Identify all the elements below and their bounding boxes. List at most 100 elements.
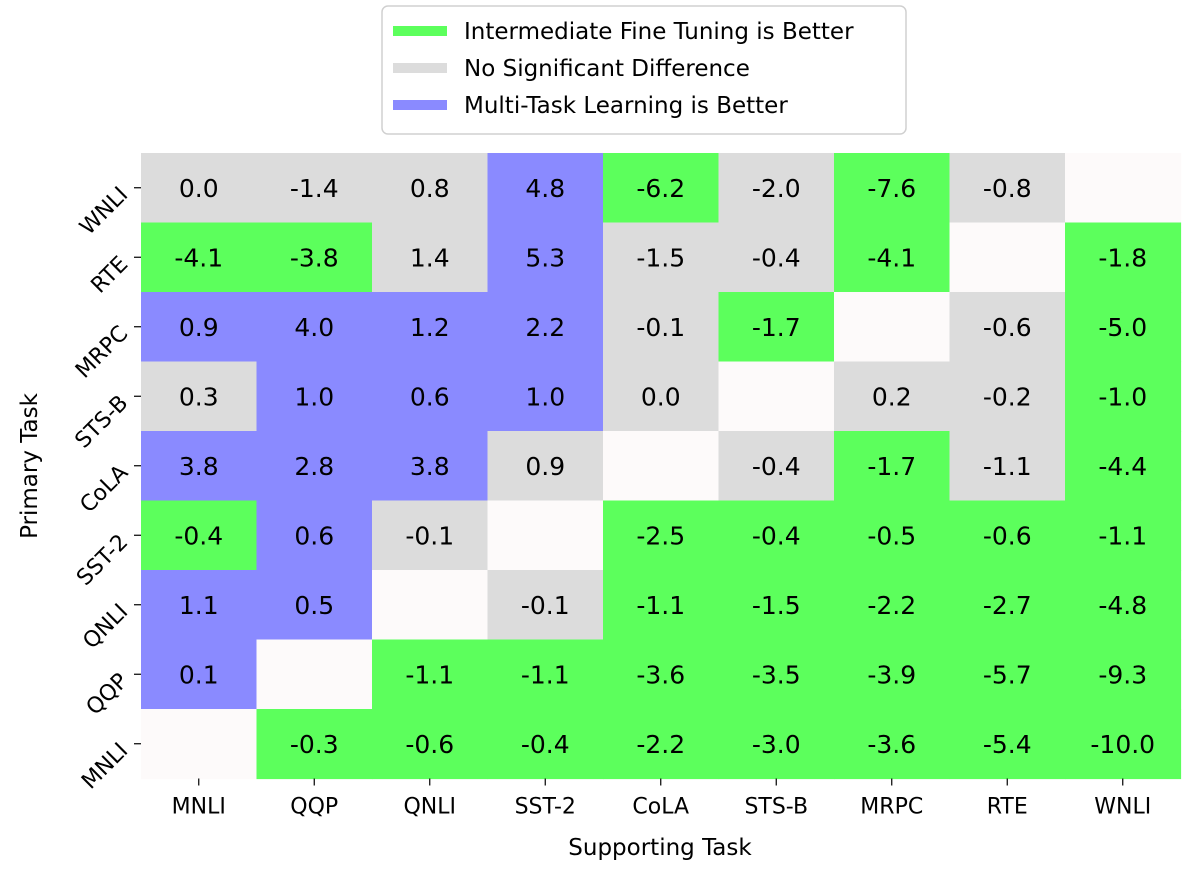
cell-value-label: 0.8 bbox=[410, 174, 450, 203]
cell-value-label: -0.4 bbox=[752, 452, 801, 481]
cell-value-label: 0.9 bbox=[179, 313, 219, 342]
cell-value-label: -0.6 bbox=[405, 730, 454, 759]
cell-value-label: 1.1 bbox=[179, 591, 219, 620]
y-tick-label: QQP bbox=[82, 669, 134, 721]
x-tick-label: STS-B bbox=[744, 795, 808, 820]
heatmap-cell bbox=[141, 292, 258, 363]
cell-value-label: -1.1 bbox=[636, 591, 685, 620]
heatmap-cell bbox=[718, 292, 835, 363]
heatmap-cell bbox=[1065, 500, 1182, 571]
heatmap-cell bbox=[949, 292, 1066, 363]
cell-value-label: -1.7 bbox=[867, 452, 916, 481]
cell-value-label: -0.4 bbox=[174, 521, 223, 550]
cell-value-label: -1.5 bbox=[636, 243, 685, 272]
cell-value-label: -2.7 bbox=[983, 591, 1032, 620]
heatmap-cell bbox=[141, 361, 258, 432]
cell-value-label: 0.3 bbox=[179, 382, 219, 411]
y-tick-label: MRPC bbox=[71, 321, 133, 383]
heatmap-cell bbox=[603, 222, 720, 293]
heatmap-cell bbox=[834, 222, 951, 293]
cell-value-label: -0.4 bbox=[752, 243, 801, 272]
cell-value-label: -0.4 bbox=[521, 730, 570, 759]
x-tick-label: SST-2 bbox=[515, 795, 576, 820]
heatmap-cell bbox=[949, 222, 1066, 293]
cell-value-label: 0.5 bbox=[294, 591, 334, 620]
heatmap-cell bbox=[141, 431, 258, 502]
heatmap-cell bbox=[256, 361, 373, 432]
cell-value-label: -5.4 bbox=[983, 730, 1032, 759]
heatmap-cell bbox=[372, 222, 489, 293]
heatmap-cell bbox=[718, 153, 835, 224]
heatmap-cell bbox=[718, 361, 835, 432]
x-tick-label: MRPC bbox=[860, 795, 923, 820]
heatmap-cell bbox=[372, 361, 489, 432]
cell-value-label: -5.0 bbox=[1098, 313, 1147, 342]
heatmap-cell bbox=[1065, 361, 1182, 432]
cell-value-label: -0.1 bbox=[636, 313, 685, 342]
y-tick-label: STS-B bbox=[71, 391, 134, 454]
heatmap-cell bbox=[1065, 639, 1182, 710]
cell-value-label: -1.5 bbox=[752, 591, 801, 620]
heatmap-cell bbox=[1065, 431, 1182, 502]
heatmap-cell bbox=[372, 570, 489, 641]
heatmap-cell bbox=[256, 639, 373, 710]
heatmap-cell bbox=[718, 222, 835, 293]
cell-value-label: -0.1 bbox=[405, 521, 454, 550]
heatmap-cell bbox=[256, 500, 373, 571]
cell-value-label: 3.8 bbox=[410, 452, 450, 481]
cell-value-label: -0.5 bbox=[867, 521, 916, 550]
heatmap-cell bbox=[603, 431, 720, 502]
cell-value-label: 1.0 bbox=[294, 382, 334, 411]
heatmap-cell bbox=[487, 431, 604, 502]
cell-value-label: -2.0 bbox=[752, 174, 801, 203]
heatmap-cell bbox=[603, 292, 720, 363]
cell-value-label: -3.8 bbox=[290, 243, 339, 272]
heatmap-cell bbox=[487, 570, 604, 641]
legend-label: Intermediate Fine Tuning is Better bbox=[464, 19, 854, 45]
cell-value-label: 1.0 bbox=[525, 382, 565, 411]
heatmap-cell bbox=[256, 292, 373, 363]
heatmap-cell bbox=[603, 570, 720, 641]
cell-value-label: 4.8 bbox=[525, 174, 565, 203]
cell-value-label: -10.0 bbox=[1090, 730, 1155, 759]
cell-value-label: -1.4 bbox=[290, 174, 339, 203]
heatmap-cell bbox=[603, 500, 720, 571]
y-tick-label: MNLI bbox=[77, 738, 133, 794]
heatmap-cell bbox=[256, 431, 373, 502]
cell-value-label: -1.0 bbox=[1098, 382, 1147, 411]
heatmap-cell bbox=[372, 709, 489, 780]
x-tick-label: QQP bbox=[290, 795, 338, 820]
cell-value-label: -0.2 bbox=[983, 382, 1032, 411]
cell-value-label: -3.0 bbox=[752, 730, 801, 759]
heatmap-cell bbox=[141, 500, 258, 571]
cell-value-label: 3.8 bbox=[179, 452, 219, 481]
cell-value-label: -1.1 bbox=[1098, 521, 1147, 550]
cell-value-label: -9.3 bbox=[1098, 660, 1147, 689]
heatmap-cell bbox=[487, 709, 604, 780]
heatmap-cell bbox=[1065, 292, 1182, 363]
cell-value-label: -5.7 bbox=[983, 660, 1032, 689]
cell-value-label: 1.2 bbox=[410, 313, 450, 342]
heatmap-cell bbox=[949, 500, 1066, 571]
heatmap-cell bbox=[372, 500, 489, 571]
heatmap-cell bbox=[256, 153, 373, 224]
heatmap-cell bbox=[487, 153, 604, 224]
heatmap-cell bbox=[834, 292, 951, 363]
x-tick-label: MNLI bbox=[172, 795, 226, 820]
heatmap-cell bbox=[949, 709, 1066, 780]
heatmap-cell bbox=[718, 639, 835, 710]
cell-value-label: 0.6 bbox=[410, 382, 450, 411]
heatmap-cell bbox=[372, 292, 489, 363]
x-axis-title: Supporting Task bbox=[568, 835, 752, 861]
cell-value-label: 1.4 bbox=[410, 243, 450, 272]
heatmap-cell bbox=[1065, 153, 1182, 224]
y-tick-label: RTE bbox=[87, 252, 134, 299]
heatmap-cells: 0.0 -1.4 0.8 4.8 -6.2 -2.0 -7.6 -0.8 -4.1 -3.8 1.4… bbox=[141, 153, 1182, 780]
x-tick-label: CoLA bbox=[632, 795, 689, 820]
heatmap-cell bbox=[949, 153, 1066, 224]
legend-frame bbox=[381, 5, 907, 135]
heatmap-cell bbox=[487, 292, 604, 363]
cell-value-label: -0.1 bbox=[521, 591, 570, 620]
cell-value-label: -0.6 bbox=[983, 313, 1032, 342]
